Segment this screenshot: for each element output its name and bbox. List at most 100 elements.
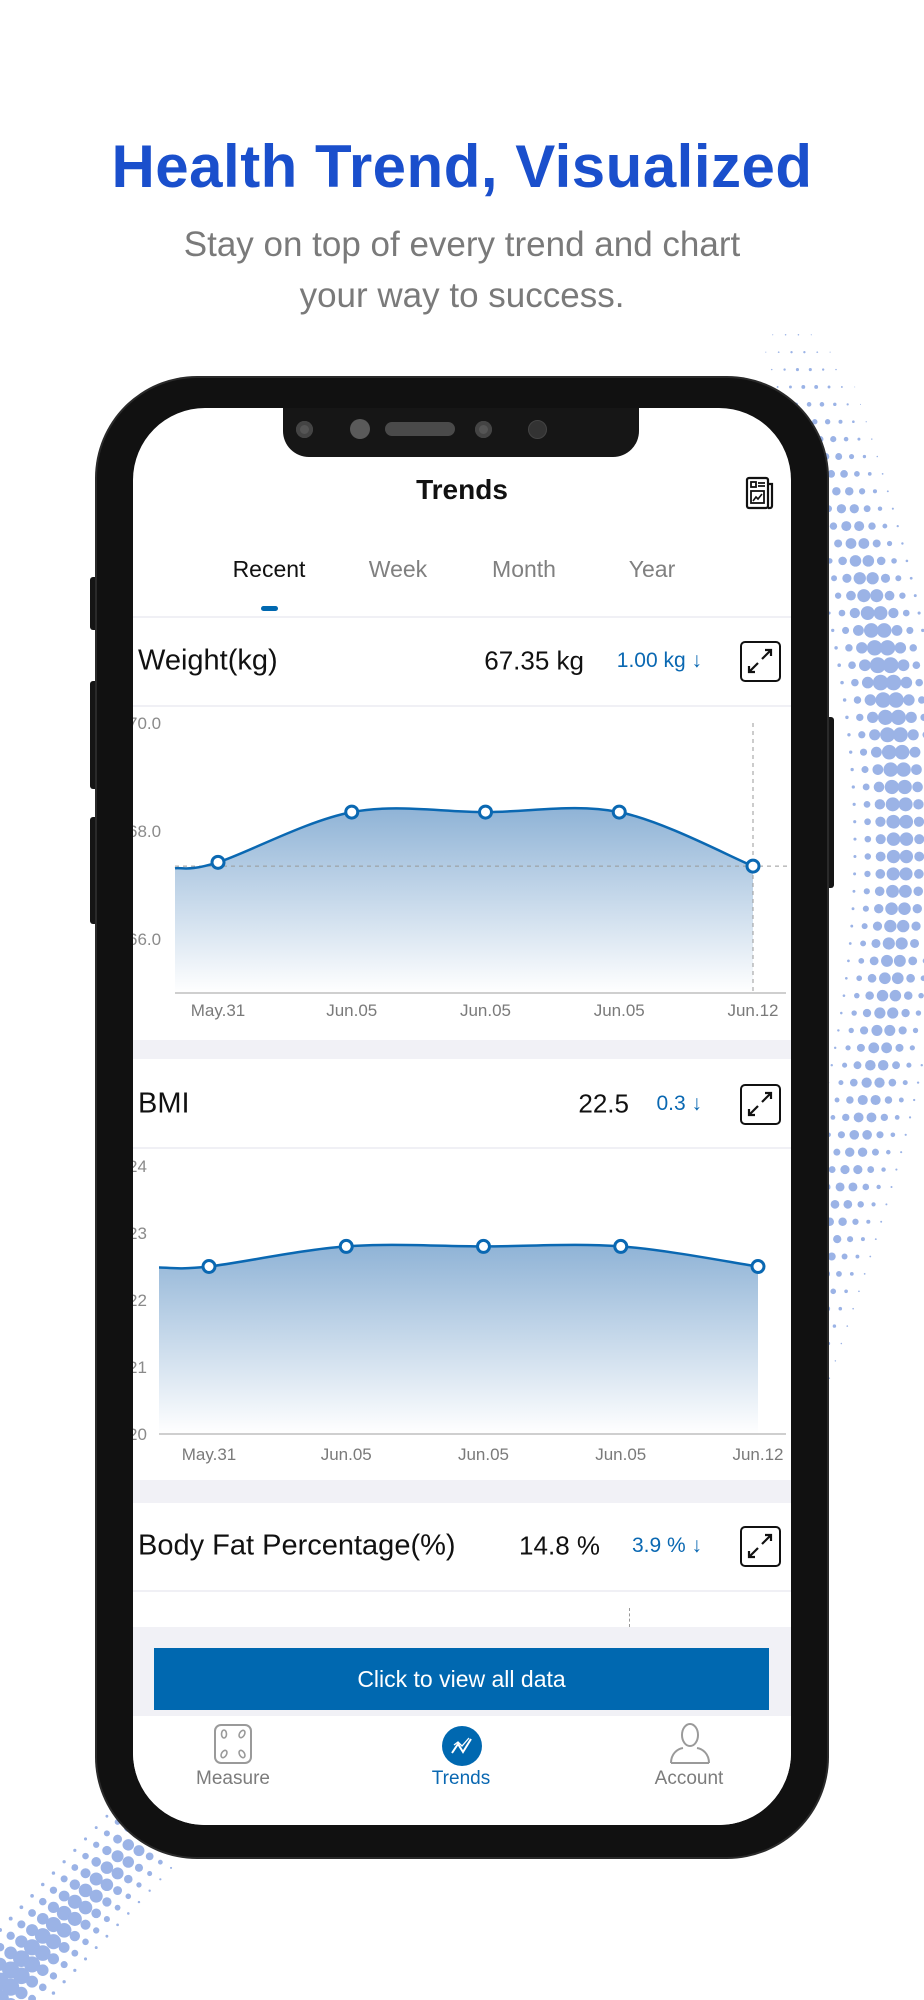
dot bbox=[918, 992, 924, 999]
phone-power-button bbox=[825, 717, 834, 888]
dot bbox=[840, 470, 848, 478]
phone-volume-up bbox=[90, 681, 99, 789]
dot bbox=[864, 870, 871, 878]
dot bbox=[83, 1837, 88, 1841]
dot bbox=[853, 855, 857, 859]
dot bbox=[56, 1905, 72, 1921]
dot bbox=[836, 1271, 842, 1277]
dot bbox=[864, 835, 872, 843]
dot bbox=[845, 644, 853, 652]
dot bbox=[855, 1254, 860, 1259]
dot bbox=[882, 937, 895, 950]
dot bbox=[841, 1253, 848, 1260]
tab-week[interactable]: Week bbox=[368, 556, 428, 582]
dot bbox=[851, 1010, 857, 1016]
dot bbox=[876, 989, 889, 1002]
dot bbox=[853, 625, 864, 636]
dot bbox=[884, 1096, 893, 1104]
dot bbox=[872, 764, 884, 775]
dot bbox=[835, 368, 837, 371]
dot bbox=[882, 523, 888, 529]
dot bbox=[827, 470, 836, 478]
dot bbox=[36, 1964, 49, 1976]
dot bbox=[906, 973, 915, 983]
phone-screen: Trends Recent Week Month Year Weight(kg)… bbox=[133, 408, 791, 1825]
dot bbox=[857, 437, 861, 441]
dot bbox=[863, 800, 871, 808]
dot bbox=[847, 1236, 854, 1243]
bmi-header-divider bbox=[133, 1147, 791, 1149]
weight-header-divider bbox=[133, 705, 791, 707]
dot bbox=[921, 628, 924, 633]
dot bbox=[834, 646, 838, 650]
tab-recent[interactable]: Recent bbox=[232, 556, 306, 582]
dot bbox=[58, 1942, 70, 1953]
tab-year[interactable]: Year bbox=[628, 556, 676, 582]
trend-icon bbox=[451, 1737, 472, 1754]
bmi-expand-button[interactable] bbox=[740, 1084, 781, 1125]
dot bbox=[918, 696, 924, 704]
tab-month[interactable]: Month bbox=[492, 556, 556, 582]
dot bbox=[2, 1978, 20, 1996]
x-tick-label: May.31 bbox=[182, 1445, 237, 1464]
dot bbox=[102, 1845, 112, 1856]
dot bbox=[17, 1920, 26, 1929]
nav-measure[interactable] bbox=[213, 1723, 253, 1765]
scale-icon bbox=[214, 1724, 252, 1764]
dot bbox=[858, 1290, 860, 1293]
section-separator bbox=[133, 1480, 791, 1503]
nav-account-label[interactable]: Account bbox=[654, 1768, 724, 1789]
dot bbox=[838, 556, 847, 566]
dot bbox=[830, 1064, 833, 1067]
x-tick-label: Jun.12 bbox=[727, 1001, 778, 1020]
dot bbox=[913, 799, 924, 810]
dot bbox=[864, 694, 877, 706]
nav-account[interactable] bbox=[669, 1721, 711, 1765]
dot bbox=[881, 1167, 886, 1172]
dot bbox=[0, 1942, 5, 1952]
dot bbox=[0, 1928, 2, 1932]
dot bbox=[89, 1872, 103, 1886]
dot bbox=[846, 590, 856, 601]
dot bbox=[884, 919, 897, 933]
view-all-data-button[interactable]: Click to view all data bbox=[154, 1648, 769, 1710]
dot bbox=[903, 694, 915, 706]
dot bbox=[846, 1325, 849, 1327]
y-tick-label: 23 bbox=[133, 1224, 147, 1243]
dot bbox=[863, 1273, 866, 1275]
dot bbox=[865, 991, 874, 1000]
body-fat-expand-button[interactable] bbox=[740, 1526, 781, 1567]
dot bbox=[869, 657, 886, 674]
dot bbox=[912, 1027, 919, 1034]
dot bbox=[26, 1924, 39, 1937]
dot bbox=[913, 594, 917, 598]
dot bbox=[180, 1855, 183, 1858]
dot bbox=[94, 1826, 98, 1830]
dot bbox=[830, 436, 837, 443]
dot bbox=[868, 1042, 880, 1054]
dot bbox=[810, 334, 812, 336]
dot bbox=[846, 1096, 854, 1104]
dot bbox=[62, 1860, 66, 1864]
nav-trends[interactable] bbox=[442, 1726, 482, 1766]
dot bbox=[858, 488, 866, 495]
weight-expand-button[interactable] bbox=[740, 641, 781, 682]
nav-trends-label[interactable]: Trends bbox=[431, 1768, 491, 1789]
nav-measure-label[interactable]: Measure bbox=[196, 1768, 270, 1789]
dot bbox=[873, 606, 888, 620]
dot bbox=[876, 455, 879, 458]
dot bbox=[907, 729, 919, 741]
report-chart-icon[interactable] bbox=[745, 476, 775, 510]
dot bbox=[866, 1219, 871, 1224]
dot bbox=[882, 657, 899, 674]
dot bbox=[826, 1132, 831, 1138]
dot bbox=[912, 661, 921, 670]
dot bbox=[38, 1983, 47, 1992]
dot bbox=[859, 748, 868, 756]
dot bbox=[859, 403, 862, 405]
dot bbox=[885, 797, 900, 812]
dot bbox=[856, 642, 868, 654]
dot bbox=[917, 611, 921, 615]
dot bbox=[105, 1934, 109, 1938]
